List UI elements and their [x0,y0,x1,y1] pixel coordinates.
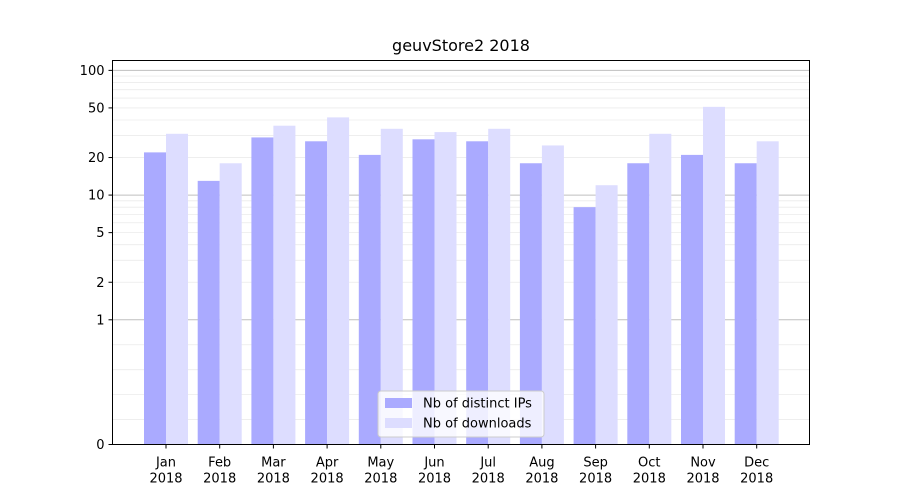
x-tick-label-month: Mar [261,456,286,471]
bar-downloads [327,117,350,445]
bar-distinct-ips [305,141,328,445]
legend: Nb of distinct IPs Nb of downloads [377,390,545,438]
x-tick-label-month: Sep [583,456,608,471]
bar-distinct-ips [573,207,596,445]
bar-distinct-ips [358,154,381,445]
bar-downloads [434,132,457,445]
x-tick-label-year: 2018 [525,472,558,487]
x-tick-label-month: Apr [316,456,339,471]
bar-distinct-ips [466,141,489,445]
bar-downloads [756,141,779,445]
legend-label: Nb of downloads [423,417,532,432]
bar-distinct-ips [681,154,703,445]
y-tick-label: 20 [88,151,105,166]
x-tick-label-year: 2018 [472,472,505,487]
x-tick-label-year: 2018 [203,472,236,487]
legend-swatch [385,398,412,408]
x-tick-label-month: Aug [529,456,554,471]
x-tick-label-month: Jul [479,456,496,471]
bar-downloads [541,145,564,445]
bar-distinct-ips [412,139,435,445]
x-tick-label-year: 2018 [364,472,397,487]
x-tick-label-year: 2018 [579,472,612,487]
y-tick-label: 1 [96,313,104,328]
x-tick-label-month: Jun [423,456,444,471]
bar-downloads [166,133,188,445]
x-tick-label-month: Nov [690,456,716,471]
y-tick-label: 50 [88,101,105,116]
legend-swatch [385,418,412,428]
bar-distinct-ips [627,163,650,445]
x-tick-label-month: May [367,456,394,471]
x-tick-label-month: Feb [208,456,231,471]
plot-frame [112,60,810,445]
bar-downloads [703,106,725,445]
bar-downloads [380,128,403,445]
y-tick-label: 100 [80,64,105,79]
x-axis: Jan2018Feb2018Mar2018Apr2018May2018Jun20… [149,444,773,487]
bar-distinct-ips [197,180,220,445]
x-tick-label-month: Dec [744,456,769,471]
chart-title: geuvStore2 2018 [392,36,530,55]
legend-box [377,390,545,438]
y-tick-label: 5 [96,226,104,241]
legend-label: Nb of distinct IPs [423,397,532,412]
bar-downloads [595,185,618,445]
x-tick-label-year: 2018 [257,472,290,487]
x-tick-label-year: 2018 [633,472,666,487]
bar-distinct-ips [519,163,542,445]
y-tick-label: 0 [96,438,104,453]
bars [144,106,779,445]
x-tick-label-month: Oct [638,456,660,471]
bar-distinct-ips [144,152,166,445]
x-tick-label-year: 2018 [418,472,451,487]
bar-downloads [273,125,296,445]
x-tick-label-month: Jan [155,456,176,471]
bar-downloads [649,133,672,445]
bar-downloads [219,163,242,445]
x-tick-label-year: 2018 [311,472,344,487]
y-axis: 0 1 2 5 10 20 50 100 [80,64,113,453]
bar-downloads [488,128,511,445]
bar-distinct-ips [251,137,274,445]
x-tick-label-year: 2018 [686,472,719,487]
x-tick-label-year: 2018 [149,472,182,487]
bar-distinct-ips [734,163,757,445]
y-tick-label: 10 [88,189,105,204]
x-tick-label-year: 2018 [740,472,773,487]
y-tick-label: 2 [96,276,104,291]
